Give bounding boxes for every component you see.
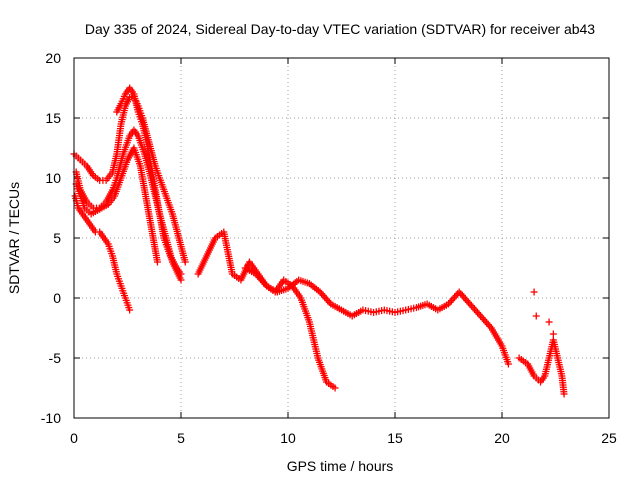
plot-frame xyxy=(73,57,610,419)
series-track-low-left xyxy=(71,192,134,314)
y-tick-label: -10 xyxy=(41,410,61,426)
data-point xyxy=(153,258,161,266)
data-points xyxy=(70,84,568,398)
data-point xyxy=(331,384,339,392)
series-track-evening xyxy=(241,264,512,368)
x-tick-label: 20 xyxy=(494,430,510,446)
y-tick-label: 20 xyxy=(45,50,61,66)
data-point xyxy=(530,288,538,296)
data-point xyxy=(177,276,185,284)
y-tick-label: 10 xyxy=(45,170,61,186)
x-tick-label: 5 xyxy=(177,430,185,446)
data-point xyxy=(126,306,134,314)
data-point xyxy=(532,312,540,320)
x-axis-label: GPS time / hours xyxy=(287,458,394,474)
chart-title: Day 335 of 2024, Sidereal Day-to-day VTE… xyxy=(85,21,595,37)
series-track-mid-b xyxy=(72,144,161,266)
data-point xyxy=(545,318,553,326)
y-tick-label: 0 xyxy=(53,290,61,306)
y-tick-label: 5 xyxy=(53,230,61,246)
x-tick-label: 25 xyxy=(601,430,617,446)
x-tick-label: 0 xyxy=(70,430,78,446)
axis-ticks: 0 5 10 15 20 25 -10 -5 0 5 10 15 20 xyxy=(41,50,617,446)
series-spikes xyxy=(530,288,557,338)
series-track-night xyxy=(515,336,568,398)
x-tick-label: 15 xyxy=(387,430,403,446)
x-tick-label: 10 xyxy=(280,430,296,446)
y-tick-label: -5 xyxy=(49,350,62,366)
data-point xyxy=(504,360,512,368)
data-point xyxy=(560,390,568,398)
y-axis-label: SDTVAR / TECUs xyxy=(6,182,22,294)
y-tick-label: 15 xyxy=(45,110,61,126)
data-point xyxy=(549,330,557,338)
data-point xyxy=(181,258,189,266)
